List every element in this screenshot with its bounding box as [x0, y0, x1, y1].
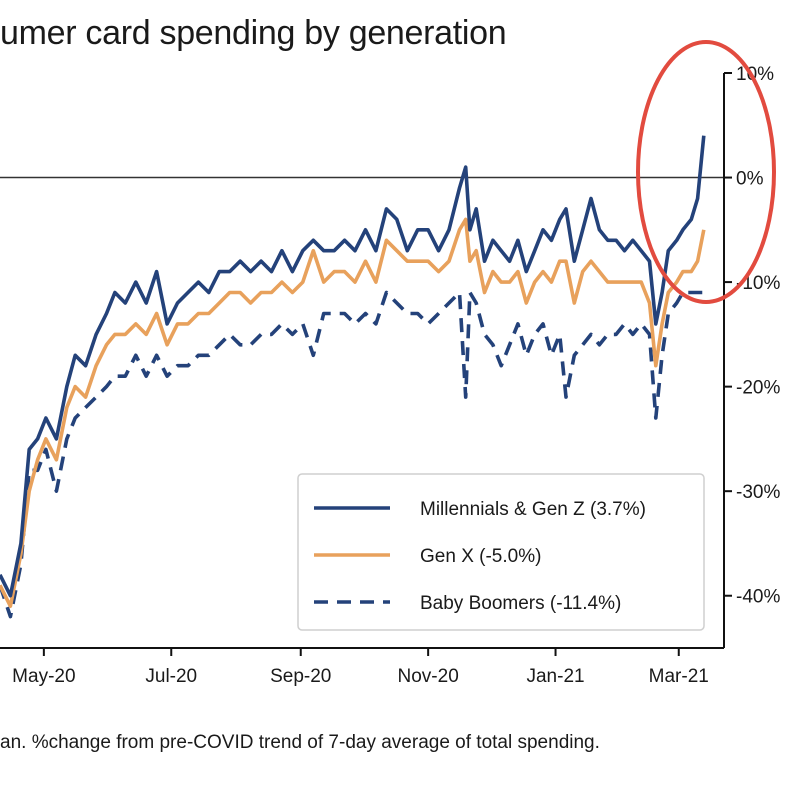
highlight-ellipse	[636, 40, 776, 304]
y-tick-label: -20%	[736, 378, 780, 399]
legend-label-boomers: Baby Boomers (-11.4%)	[420, 593, 621, 614]
x-tick-label: Mar-21	[649, 666, 709, 687]
chart-title: umer card spending by generation	[0, 14, 507, 52]
series-line-boomers	[0, 290, 704, 619]
x-tick-label: Jul-20	[145, 666, 197, 687]
x-tick-label: Sep-20	[270, 666, 331, 687]
x-tick-label: Nov-20	[398, 666, 459, 687]
y-tick-label: -30%	[736, 482, 780, 503]
y-tick-label: -40%	[736, 587, 780, 608]
legend-box	[297, 473, 705, 631]
legend-label-millennials: Millennials & Gen Z (3.7%)	[420, 499, 646, 520]
x-tick-label: May-20	[12, 666, 75, 687]
x-tick-label: Jan-21	[526, 666, 584, 687]
y-tick-label: 0%	[736, 169, 764, 190]
chart-footnote: an. %change from pre-COVID trend of 7-da…	[0, 732, 600, 753]
series-line-millennials	[0, 135, 706, 598]
series-line-genx	[0, 217, 706, 609]
legend-label-genx: Gen X (-5.0%)	[420, 546, 541, 567]
